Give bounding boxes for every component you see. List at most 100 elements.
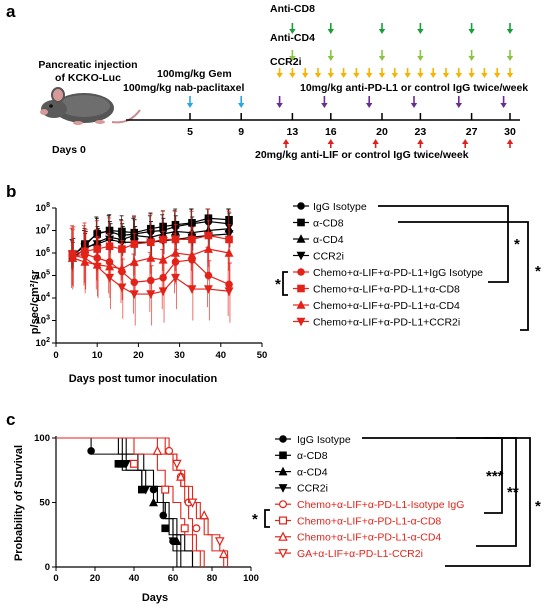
- anti-cd8-arrow: [327, 29, 334, 34]
- timeline-day-label: 23: [415, 126, 427, 138]
- ccr2i-arrow: [327, 73, 334, 78]
- anti-pdl1-arrow: [410, 103, 418, 108]
- data-point: [80, 254, 90, 263]
- ccr2i-arrow: [506, 73, 514, 78]
- nab-paclitaxel-label: 100mg/kg nab-paclitaxel: [123, 82, 244, 94]
- legend-label: Chemo+α-LIF+α-PD-L1+α-CD8: [313, 283, 460, 295]
- panel-c-chart: 0 20 40 60 80 100 0 50 100 Probability of Surviv…: [13, 433, 541, 604]
- anti-cd8-arrow: [506, 29, 514, 34]
- data-point: [224, 248, 234, 257]
- legend-marker: [297, 284, 305, 293]
- anti-lif-arrow: [282, 139, 290, 144]
- anti-pdl1-arrow: [366, 103, 373, 108]
- timeline-ticks: 5 9 13 16 20 23 27 30: [187, 113, 516, 138]
- legend-marker: [296, 317, 306, 327]
- anti-pdl1-arrow: [276, 103, 283, 108]
- legend-label: α-CD8: [297, 450, 328, 462]
- timeline-day-label: 30: [504, 126, 516, 138]
- timeline-day-label: 16: [325, 126, 337, 138]
- data-point: [129, 290, 139, 299]
- censor-marker: [192, 524, 201, 533]
- mouse-illustration: [40, 87, 141, 125]
- panel-c-plot-area: [56, 437, 229, 567]
- legend-label: GA+α-LIF+α-PD-L1-CCR2i: [297, 548, 423, 560]
- timeline-day-label: 5: [187, 126, 193, 138]
- censor-marker: [161, 485, 170, 494]
- data-point: [105, 261, 115, 271]
- significance-bracket: [362, 437, 503, 514]
- panel-b-axes: 0 10 20 30 40 50 102 103 104 105 106 107 108: [36, 202, 268, 361]
- panel-b-y-tick-label: 105: [36, 270, 51, 282]
- significance-star: *: [275, 276, 281, 293]
- anti-cd8-arrow: [289, 29, 296, 34]
- significance-bracket: [378, 205, 509, 283]
- survival-curve: [56, 437, 194, 567]
- significance-star: *: [252, 511, 258, 528]
- anti-cd4-label: Anti-CD4: [270, 32, 315, 44]
- ccr2i-arrow: [404, 73, 411, 78]
- panel-c-legend: IgG Isotype α-CD8 α-CD4 CCR2i Chemo+α-LIF+α-…: [275, 434, 464, 560]
- panel-c-x-tick-label: 0: [53, 573, 58, 584]
- anti-cd8-arrow: [468, 29, 475, 34]
- data-point: [171, 248, 180, 257]
- legend-marker: [296, 300, 306, 309]
- ccr2i-arrow: [289, 73, 296, 78]
- chemo-arrow: [186, 103, 194, 108]
- legend-label: Chemo+α-LIF+α-PD-L1-α-CD8: [297, 515, 441, 527]
- ccr2i-arrow: [302, 73, 309, 78]
- data-point: [146, 290, 156, 299]
- significance-bracket: [264, 509, 270, 528]
- panel-b-legend: IgG Isotype α-CD8 α-CD4 CCR2i Chemo+α-LIF+α-…: [293, 201, 483, 328]
- significance-star: *: [535, 498, 541, 515]
- panel-c-x-tick-label: 100: [243, 573, 259, 584]
- anti-lif-arrow: [417, 139, 424, 144]
- data-point: [146, 253, 156, 262]
- panel-c-axes: 0 20 40 60 80 100 0 50 100: [34, 433, 259, 584]
- legend-marker: [297, 202, 305, 210]
- legend-label: IgG Isotype: [297, 434, 351, 446]
- data-point: [203, 244, 213, 253]
- censor-marker: [87, 447, 95, 455]
- legend-marker: [278, 484, 288, 493]
- panel-b-x-tick-label: 50: [257, 350, 268, 361]
- data-point: [117, 283, 127, 293]
- dosing-arrows: [186, 23, 514, 148]
- legend-label: Chemo+α-LIF+α-PD-L1-Isotype IgG: [297, 499, 464, 511]
- panel-c-x-tick-label: 20: [90, 573, 101, 584]
- panel-c-significance: *******: [252, 437, 541, 567]
- ccr2i-arrow: [366, 73, 373, 78]
- data-point: [92, 262, 102, 272]
- anti-pdl1-arrow: [321, 103, 328, 108]
- ccr2i-label: CCR2i: [270, 56, 302, 68]
- data-point: [105, 273, 115, 283]
- legend-marker: [297, 268, 305, 276]
- legend-label: Chemo+α-LIF+α-PD-L1-α-CD4: [297, 532, 441, 544]
- significance-star: *: [535, 263, 541, 280]
- data-point: [187, 285, 197, 294]
- anti-lif-arrow: [462, 139, 469, 144]
- panel-a-schematic: Pancreatic injection of KCKO-Luc Days 0 …: [38, 3, 528, 161]
- legend-label: CCR2i: [297, 483, 328, 495]
- significance-star: ***: [486, 468, 504, 485]
- data-point: [203, 285, 213, 294]
- panel-c-x-tick-label: 40: [129, 573, 140, 584]
- ccr2i-arrow: [494, 73, 501, 78]
- anti-lif-arrow: [506, 139, 514, 144]
- timeline-day-label: 20: [376, 126, 388, 138]
- legend-marker: [279, 500, 288, 509]
- censor-marker: [165, 446, 174, 455]
- panel-b-significance: * * *: [275, 205, 541, 331]
- anti-cd4-arrow: [468, 56, 475, 61]
- legend-label: α-CD8: [313, 217, 344, 229]
- legend-label: IgG Isotype: [313, 201, 367, 213]
- ccr2i-arrow: [468, 73, 475, 78]
- censor-marker: [149, 497, 158, 507]
- legend-marker: [278, 549, 288, 559]
- censor-marker: [187, 498, 198, 508]
- significance-star: **: [507, 484, 519, 501]
- legend-marker: [296, 234, 306, 243]
- legend-label: α-CD4: [297, 466, 328, 478]
- panel-c-y-tick-label: 100: [34, 433, 50, 444]
- censor-marker: [130, 459, 139, 468]
- legend-label: Chemo+α-LIF+α-PD-L1+IgG Isotype: [313, 267, 483, 279]
